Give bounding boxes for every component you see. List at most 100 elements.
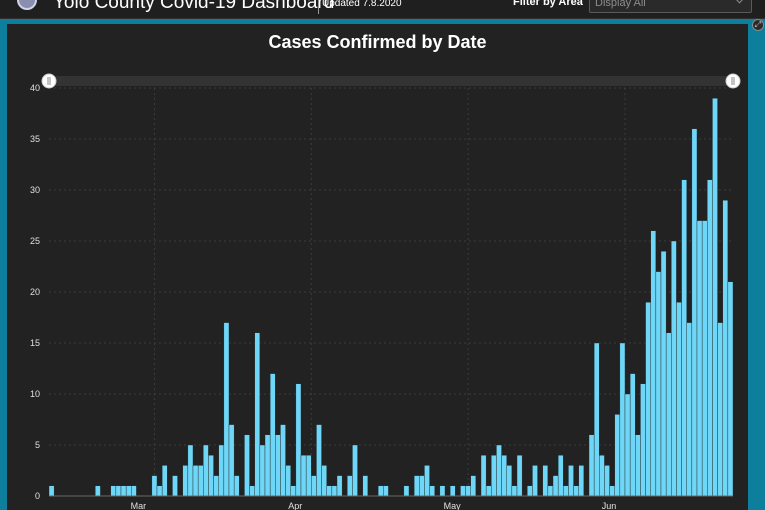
bar xyxy=(460,485,466,497)
chart-title: Cases Confirmed by Date xyxy=(268,32,487,52)
bar xyxy=(161,465,168,497)
bar xyxy=(449,485,456,497)
bar xyxy=(676,302,682,497)
bar xyxy=(187,444,194,497)
bar xyxy=(470,475,477,497)
bar xyxy=(151,475,158,497)
bar xyxy=(95,485,101,497)
y-tick-label: 10 xyxy=(30,389,40,399)
bar xyxy=(290,485,297,497)
bar xyxy=(172,475,178,497)
bar xyxy=(429,485,435,497)
bar xyxy=(506,465,513,497)
bar xyxy=(300,455,307,497)
bar xyxy=(203,444,209,497)
bar xyxy=(110,485,117,497)
bar xyxy=(321,465,327,497)
y-tick-label: 25 xyxy=(30,236,40,246)
bar xyxy=(691,128,698,497)
bar xyxy=(619,342,626,497)
bar xyxy=(259,444,266,497)
bar xyxy=(280,424,286,497)
bar xyxy=(707,179,713,497)
bar xyxy=(305,455,312,497)
bar xyxy=(568,465,574,497)
bar xyxy=(665,332,672,497)
dashboard-header: Yolo County Covid-19 Dashboard Updated 7… xyxy=(0,0,765,19)
bar xyxy=(722,199,729,497)
bar xyxy=(352,444,358,497)
bar xyxy=(480,455,487,497)
bar xyxy=(609,485,615,497)
bar xyxy=(192,465,199,497)
filter-area-select[interactable]: Display All xyxy=(589,0,752,13)
bar xyxy=(223,322,230,497)
bar xyxy=(532,465,538,497)
bar xyxy=(660,250,667,497)
bar xyxy=(542,465,549,497)
expand-icon[interactable]: ⤢ xyxy=(752,19,764,31)
x-tick-label: May xyxy=(444,501,462,510)
bar xyxy=(377,485,384,497)
bar xyxy=(249,485,255,497)
bar xyxy=(403,485,410,497)
bar xyxy=(640,383,646,497)
bar xyxy=(696,220,703,497)
bar xyxy=(285,465,291,497)
bar xyxy=(213,475,219,497)
y-tick-label: 30 xyxy=(30,185,40,195)
bar xyxy=(501,455,507,497)
bar xyxy=(131,485,137,497)
updated-date: Updated 7.8.2020 xyxy=(322,0,402,9)
bar xyxy=(614,414,621,497)
x-tick-label: Jun xyxy=(602,501,617,510)
y-tick-label: 15 xyxy=(30,338,40,348)
bar xyxy=(496,444,502,497)
bar xyxy=(254,332,261,497)
y-tick-label: 20 xyxy=(30,287,40,297)
bar xyxy=(311,475,317,497)
x-tick-label: Mar xyxy=(131,501,147,510)
bar xyxy=(439,485,446,497)
bar xyxy=(686,322,693,497)
bar xyxy=(48,485,55,497)
bar xyxy=(331,485,338,497)
range-slider-track xyxy=(49,76,733,86)
bar xyxy=(578,465,585,497)
bar xyxy=(413,475,420,497)
range-end-handle[interactable] xyxy=(725,73,741,89)
bar xyxy=(516,455,523,497)
bar xyxy=(588,434,595,497)
bar xyxy=(547,485,554,497)
bar xyxy=(424,465,430,497)
bar xyxy=(326,485,333,497)
bar xyxy=(712,97,718,497)
bar xyxy=(125,485,132,497)
bar xyxy=(218,444,225,497)
bar xyxy=(552,475,559,497)
y-tick-label: 5 xyxy=(35,440,40,450)
bar xyxy=(120,485,127,497)
y-tick-label: 0 xyxy=(35,491,40,501)
title-divider xyxy=(318,0,319,14)
bar xyxy=(295,383,302,497)
bar xyxy=(347,475,353,497)
bar xyxy=(645,302,651,497)
bar xyxy=(362,475,369,497)
bar xyxy=(629,373,636,497)
bar xyxy=(383,485,389,497)
bar xyxy=(244,434,250,497)
bar xyxy=(604,465,610,497)
bar xyxy=(573,485,579,497)
bar xyxy=(485,485,492,497)
bar xyxy=(650,230,657,497)
bar xyxy=(264,434,271,497)
bar xyxy=(228,424,235,497)
bar xyxy=(316,424,322,497)
bar xyxy=(727,281,734,497)
dashboard-title: Yolo County Covid-19 Dashboard xyxy=(53,0,335,13)
bar xyxy=(208,455,214,497)
bar xyxy=(511,485,518,497)
range-start-handle[interactable] xyxy=(41,73,57,89)
